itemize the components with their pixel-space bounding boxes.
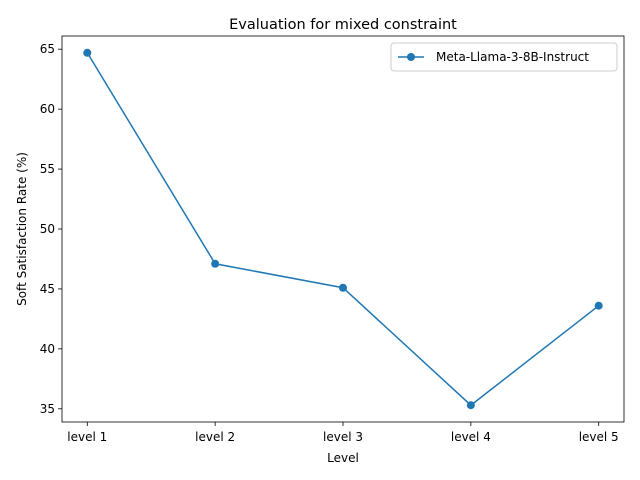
series-layer: [83, 48, 603, 410]
legend-box: [390, 42, 618, 72]
x-axis: level 1 level 2 level 3 level 4 level 5: [67, 422, 619, 444]
y-tick-label: 60: [40, 102, 55, 116]
data-point: [211, 259, 220, 268]
legend: Meta-Llama-3-8B-Instruct: [390, 42, 618, 72]
chart-title: Evaluation for mixed constraint: [229, 17, 457, 33]
data-point: [594, 301, 603, 310]
y-tick-label: 45: [40, 282, 55, 296]
y-axis-label: Soft Satisfaction Rate (%): [15, 152, 29, 306]
y-tick-label: 35: [40, 402, 55, 416]
x-tick-label: level 5: [579, 430, 619, 444]
x-tick-label: level 1: [67, 430, 107, 444]
data-point: [466, 401, 475, 410]
plot-area: [61, 35, 625, 423]
x-tick-label: level 3: [323, 430, 363, 444]
legend-marker-swatch: [407, 53, 415, 61]
y-tick-label: 50: [40, 222, 55, 236]
data-point: [339, 283, 347, 292]
series-line: [86, 52, 600, 407]
legend-entry-label: Meta-Llama-3-8B-Instruct: [436, 50, 589, 64]
y-axis: 35 40 45 50 55 60 65: [40, 42, 62, 416]
data-point: [83, 48, 92, 57]
y-tick-label: 55: [40, 162, 55, 176]
y-tick-label: 40: [40, 342, 55, 356]
y-tick-label: 65: [40, 42, 55, 56]
x-tick-label: level 4: [451, 430, 491, 444]
x-axis-label: Level: [327, 451, 359, 465]
x-tick-label: level 2: [195, 430, 235, 444]
